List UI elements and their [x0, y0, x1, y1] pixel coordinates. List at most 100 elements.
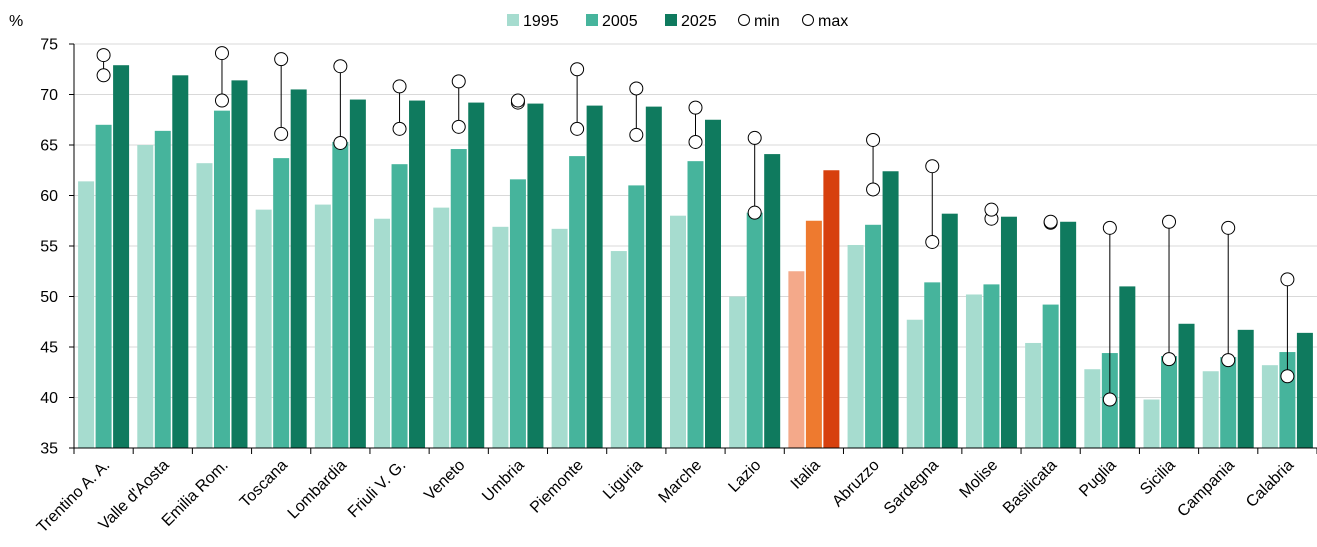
legend-label: max [818, 13, 848, 30]
y-axis-label: % [9, 13, 23, 30]
x-tick-label: Friuli V. G. [345, 457, 409, 521]
x-tick-label: Piemonte [527, 457, 587, 517]
max-marker [214, 46, 229, 61]
bar-1995 [1084, 369, 1101, 448]
max-marker [1102, 220, 1117, 235]
min-marker [1162, 352, 1177, 367]
max-marker [866, 132, 881, 147]
bar-2025 [1119, 286, 1136, 448]
y-tick-label: 70 [40, 87, 58, 104]
bar-1995 [314, 204, 331, 448]
bar-1995 [610, 251, 627, 448]
min-marker [570, 121, 585, 136]
bar-2025 [527, 103, 544, 448]
bar-2005 [865, 224, 882, 448]
bar-2005 [154, 130, 171, 449]
bar-1995 [1025, 342, 1042, 448]
bar-1995 [847, 244, 864, 448]
bar-2025 [231, 80, 248, 449]
legend-min-marker [738, 14, 750, 26]
max-marker [629, 81, 644, 96]
legend-label: 2025 [681, 13, 717, 30]
min-marker [392, 121, 407, 136]
legend-swatch-2025 [665, 14, 677, 26]
y-tick-labels: 35 40 45 50 55 60 65 70 75 [40, 37, 58, 458]
min-marker [688, 134, 703, 149]
bar-1995 [137, 145, 154, 448]
bar-2025 [941, 213, 958, 448]
bar-1995 [729, 296, 746, 448]
y-tick-label: 75 [40, 37, 58, 54]
bar-2025 [586, 105, 603, 449]
bar-1995 [196, 163, 213, 448]
legend: 1995 2005 2025 min max [507, 13, 848, 30]
bar-2025 [1178, 323, 1195, 448]
legend-label: 1995 [523, 13, 559, 30]
min-marker [747, 205, 762, 220]
bar-2005 [332, 141, 349, 448]
bar-2005 [569, 156, 586, 449]
max-marker [510, 93, 525, 108]
bar-2025 [290, 89, 307, 448]
max-marker [1221, 220, 1236, 235]
bar-1995 [551, 228, 568, 448]
bar-1995 [906, 319, 923, 448]
min-marker [451, 119, 466, 134]
max-marker [1043, 214, 1058, 229]
bar-2025 [1296, 332, 1313, 448]
min-marker [274, 126, 289, 141]
bar-2005 [273, 158, 290, 448]
min-marker [866, 182, 881, 197]
bar-2005 [391, 164, 408, 448]
bar-1995 [670, 215, 686, 448]
y-tick-label: 40 [40, 390, 58, 407]
bar-2005 [450, 149, 467, 449]
min-marker [1221, 353, 1236, 368]
max-marker [984, 202, 999, 217]
bar-1995 [255, 209, 272, 448]
max-marker [570, 62, 585, 77]
x-tick-label: Italia [788, 457, 824, 493]
max-marker [333, 59, 348, 74]
bar-1995 [492, 226, 509, 448]
bar-2005 [213, 110, 230, 448]
bar-2005 [983, 284, 1000, 448]
bar-2025 [764, 154, 781, 448]
bar-2025 [705, 119, 721, 448]
x-tick-label: Lombardia [285, 457, 351, 523]
min-marker [925, 234, 940, 249]
legend-swatch-1995 [507, 14, 519, 26]
bar-2025 [1060, 221, 1077, 448]
max-marker [274, 52, 289, 67]
bar-2025 [1237, 329, 1254, 448]
max-marker [392, 79, 407, 94]
max-marker [688, 100, 703, 115]
bar-2005 [95, 124, 112, 449]
bar-2025 [409, 100, 426, 448]
bar-2025 [882, 171, 899, 448]
bar-2025 [349, 99, 366, 449]
x-tick-label: Sardegna [881, 457, 942, 518]
min-marker [1280, 369, 1295, 384]
x-tick-label: Abruzzo [829, 457, 883, 511]
max-marker [1162, 214, 1177, 229]
x-tick-label: Puglia [1076, 457, 1120, 501]
legend-max-marker [802, 14, 814, 26]
legend-swatch-2005 [586, 14, 598, 26]
bar-2025 [1000, 216, 1017, 448]
axes [69, 43, 1317, 454]
x-tick-label: Campania [1174, 457, 1238, 521]
bar-1995 [1143, 399, 1160, 448]
bar-2005 [1042, 304, 1059, 448]
min-marker [333, 135, 348, 150]
bar-2025 [468, 102, 485, 448]
bars-layer [78, 65, 1313, 449]
bar-2025 [113, 65, 130, 449]
x-tick-label: Basilicata [1000, 457, 1061, 518]
bar-2005 [687, 161, 704, 448]
legend-label: 2005 [602, 13, 638, 30]
max-marker [925, 159, 940, 174]
x-tick-label: Veneto [421, 457, 468, 504]
x-tick-label: Marche [656, 457, 706, 507]
